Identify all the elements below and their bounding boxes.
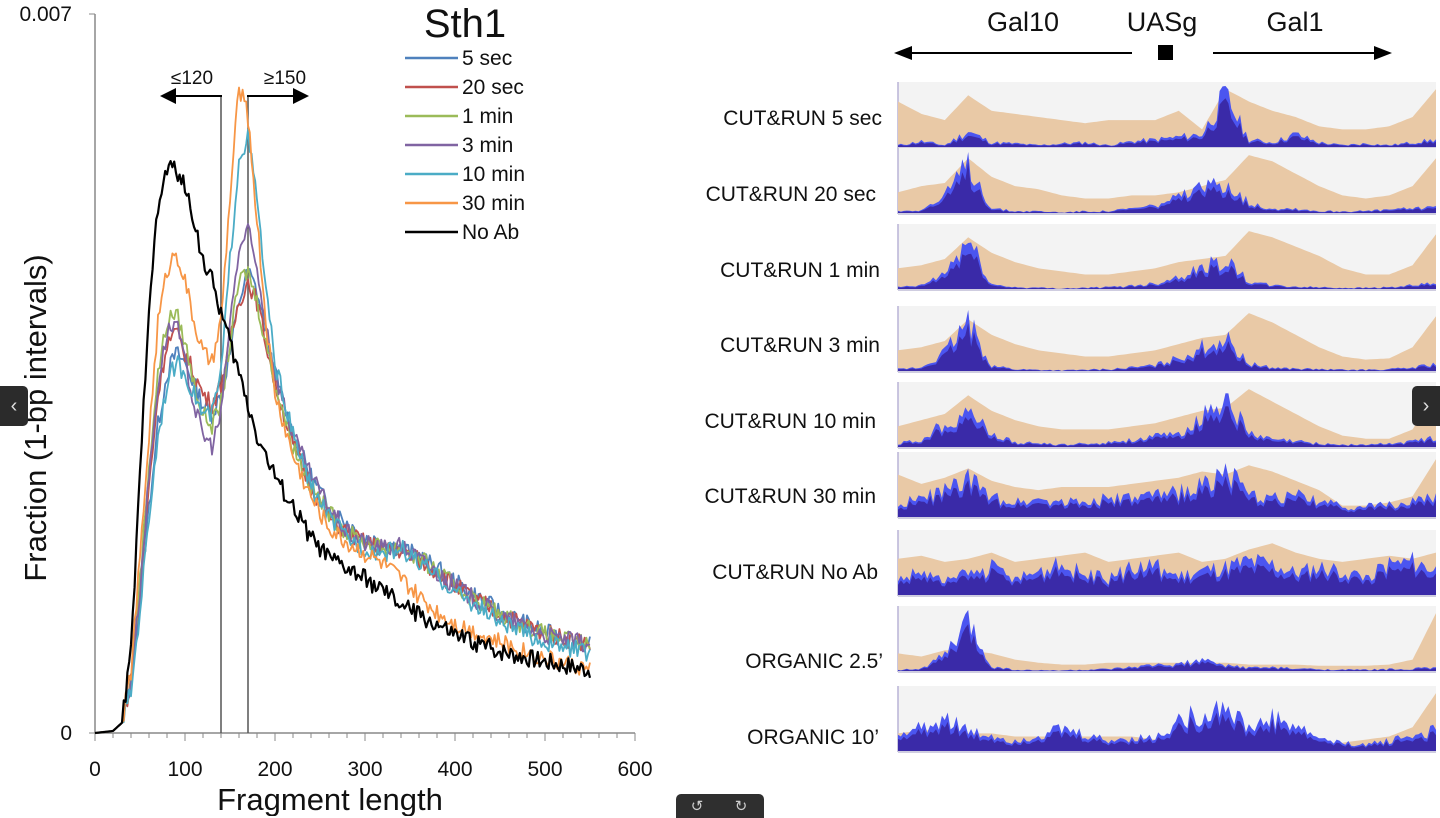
legend-label: 30 min xyxy=(462,192,525,215)
legend-label: 10 min xyxy=(462,163,525,186)
rotate-left-icon: ↺ xyxy=(690,798,704,815)
legend-label: No Ab xyxy=(462,221,519,244)
legend-label: 1 min xyxy=(462,105,513,128)
chart-legend: 5 sec 20 sec 1 min 3 min 10 min 30 min No Ab xyxy=(405,47,525,244)
track-label: CUT&RUN 10 min xyxy=(704,410,876,433)
y-tick-label: 0 xyxy=(60,722,72,745)
viewer-toolbar: ↺ ↻ xyxy=(676,794,764,818)
rotate-right-icon: ↻ xyxy=(734,798,748,815)
legend-label: 3 min xyxy=(462,134,513,157)
reference-coverage xyxy=(898,693,1436,752)
signal-coverage xyxy=(898,406,1436,448)
reference-coverage xyxy=(898,313,1436,372)
long-fragment-label: ≥150 xyxy=(264,68,306,89)
reference-coverage xyxy=(898,389,1436,448)
series-line xyxy=(94,278,591,734)
legend-label: 20 sec xyxy=(462,76,524,99)
gal10-arrowhead xyxy=(894,46,912,60)
gene-label-gal1: Gal1 xyxy=(1266,7,1323,37)
reference-coverage xyxy=(898,89,1436,148)
y-tick-label: 0.007 xyxy=(19,3,72,26)
previous-image-button[interactable]: ‹ xyxy=(0,386,28,426)
x-tick-label: 600 xyxy=(617,758,652,781)
signal-coverage xyxy=(898,323,1436,372)
reference-coverage xyxy=(898,155,1436,214)
cutoff-lines xyxy=(220,96,249,733)
browser-track: CUT&RUN 5 sec xyxy=(723,82,1436,149)
track-label: CUT&RUN No Ab xyxy=(712,561,878,584)
signal-coverage xyxy=(898,562,1436,596)
browser-track: CUT&RUN 20 sec xyxy=(706,148,1436,215)
x-axis-title: Fragment length xyxy=(217,782,443,816)
rotate-right-button[interactable]: ↻ xyxy=(730,798,752,816)
genome-browser-panel: Gal10 UASg Gal1 CUT&RUN 5 sec CUT&RUN 20 … xyxy=(704,7,1436,753)
next-image-button[interactable]: › xyxy=(1412,386,1440,426)
chart-title: Sth1 xyxy=(424,2,506,46)
size-annotations: ≤120 ≥150 xyxy=(160,68,309,104)
x-tick-label: 200 xyxy=(257,758,292,781)
browser-track: CUT&RUN 1 min xyxy=(720,224,1436,291)
signal-coverage xyxy=(898,253,1436,290)
track-label: ORGANIC 2.5’ xyxy=(745,650,883,673)
browser-track: ORGANIC 10’ xyxy=(747,686,1436,753)
signal-coverage xyxy=(898,712,1436,752)
series-line xyxy=(94,86,591,734)
y-axis-ticks: 0 0.007 xyxy=(19,3,95,745)
series-line xyxy=(94,128,591,734)
rotate-left-button[interactable]: ↺ xyxy=(686,798,708,816)
gal1-arrowhead xyxy=(1374,46,1392,60)
signal-coverage xyxy=(898,98,1436,148)
series-line xyxy=(94,160,592,735)
signal-coverage xyxy=(898,161,1436,214)
x-tick-label: 0 xyxy=(89,758,101,781)
fragment-length-chart: 0 100 200 300 400 500 600 0 0.007 Fragment leng… xyxy=(18,2,653,816)
browser-track: CUT&RUN 30 min xyxy=(704,452,1436,519)
signal-coverage xyxy=(898,476,1436,518)
browser-tracks: CUT&RUN 5 sec CUT&RUN 20 sec CUT&RUN 1 min… xyxy=(704,82,1436,753)
chevron-left-icon: ‹ xyxy=(10,395,18,417)
element-label-uasg: UASg xyxy=(1127,7,1198,37)
legend-label: 5 sec xyxy=(462,47,512,70)
track-label: CUT&RUN 1 min xyxy=(720,259,880,282)
browser-track: CUT&RUN No Ab xyxy=(712,530,1436,597)
x-tick-label: 500 xyxy=(527,758,562,781)
signal-coverage xyxy=(898,624,1436,672)
x-axis-ticks: 0 100 200 300 400 500 600 xyxy=(89,733,653,781)
browser-track: ORGANIC 2.5’ xyxy=(745,606,1436,673)
track-label: CUT&RUN 20 sec xyxy=(706,183,876,206)
track-label: CUT&RUN 30 min xyxy=(704,485,876,508)
uasg-marker xyxy=(1158,45,1173,60)
series-lines xyxy=(94,86,592,735)
gene-label-gal10: Gal10 xyxy=(987,7,1059,37)
browser-track: CUT&RUN 3 min xyxy=(720,306,1436,373)
reference-coverage xyxy=(898,231,1436,290)
track-label: ORGANIC 10’ xyxy=(747,726,879,749)
signal-highlight xyxy=(898,86,1436,148)
x-tick-label: 400 xyxy=(437,758,472,781)
x-tick-label: 300 xyxy=(347,758,382,781)
x-tick-label: 100 xyxy=(167,758,202,781)
short-fragment-label: ≤120 xyxy=(171,68,213,89)
browser-track: CUT&RUN 10 min xyxy=(704,382,1436,449)
track-label: CUT&RUN 5 sec xyxy=(723,107,882,130)
chevron-right-icon: › xyxy=(1422,395,1430,417)
track-label: CUT&RUN 3 min xyxy=(720,334,880,357)
series-line xyxy=(94,223,591,734)
left-arrowhead xyxy=(160,88,176,104)
right-arrowhead xyxy=(293,88,309,104)
